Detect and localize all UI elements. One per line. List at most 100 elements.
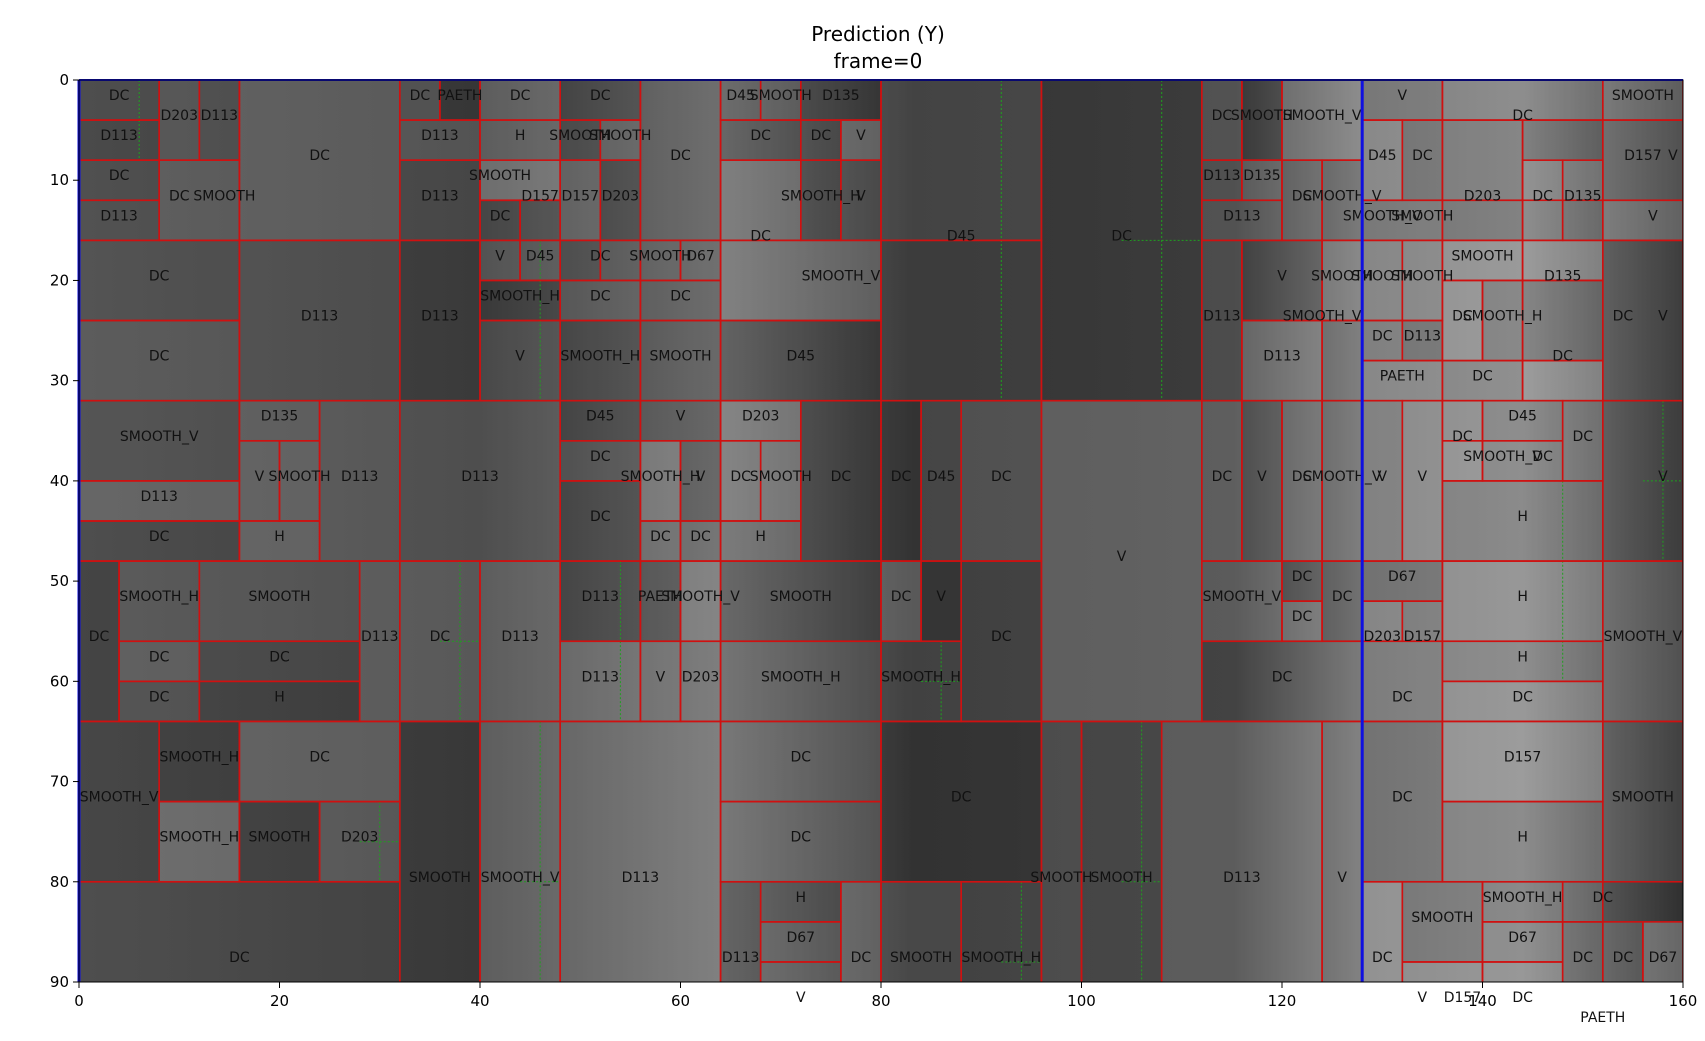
luma-block-1 (159, 80, 200, 161)
y-tick-label-8: 80 (50, 873, 69, 891)
mode-label-37: SMOOTH_V (1283, 108, 1362, 124)
luma-block-158 (1362, 561, 1443, 602)
luma-block-36 (1282, 80, 1363, 161)
mode-label-91: SMOOTH_V (120, 429, 199, 445)
luma-block-50 (1362, 200, 1443, 241)
luma-block-9 (439, 80, 480, 121)
mode-label-197: DC (1372, 950, 1393, 966)
luma-block-153 (1201, 561, 1282, 642)
mode-label-76: SMOOTH (1351, 268, 1413, 284)
luma-block-151 (720, 641, 881, 722)
mode-label-33: D45 (947, 228, 976, 244)
luma-block-65 (480, 280, 561, 321)
luma-block-141 (560, 561, 641, 642)
luma-block-113 (720, 520, 801, 562)
mode-label-16: D113 (421, 128, 459, 144)
luma-block-45 (1201, 160, 1242, 201)
mode-label-63: SMOOTH (629, 248, 691, 264)
luma-block-85 (1402, 320, 1443, 361)
mode-label-138: DC (430, 629, 451, 645)
mode-label-70: SMOOTH_H (560, 349, 640, 365)
mode-label-35: DC (1212, 108, 1233, 124)
luma-block-82 (1241, 320, 1323, 401)
luma-block-138 (199, 681, 360, 722)
luma-block-34 (1201, 80, 1242, 161)
mode-label-99: D113 (461, 469, 499, 485)
luma-block-124 (1442, 400, 1483, 441)
luma-block-31 (840, 160, 881, 241)
mode-label-34: DC (1111, 228, 1132, 244)
luma-block-27 (560, 160, 601, 241)
luma-block-15 (800, 80, 881, 121)
block-borders (79, 80, 1683, 982)
mode-label-101: V (676, 409, 686, 425)
mode-label-190: SMOOTH (890, 950, 952, 966)
mode-label-67: DC (670, 288, 691, 304)
luma-block-59 (480, 240, 521, 281)
mode-label-73: D113 (1203, 309, 1241, 325)
luma-block-181 (1322, 721, 1363, 982)
luma-block-147 (961, 561, 1042, 722)
mode-label-144: DC (891, 589, 912, 605)
x-tick-label-2: 40 (470, 992, 489, 1010)
mode-label-48: SMOOTH_V (1303, 188, 1382, 204)
mode-label-28: D203 (602, 188, 640, 204)
luma-block-118 (1201, 400, 1242, 562)
mode-label-3: D113 (100, 128, 138, 144)
luma-block-56 (239, 240, 400, 401)
mode-label-45: D113 (1203, 168, 1241, 184)
mode-label-5: DC (169, 188, 190, 204)
luma-block-200 (1602, 921, 1643, 982)
luma-block-79 (1442, 240, 1523, 281)
luma-block-96 (319, 400, 400, 562)
luma-block-127 (1442, 440, 1483, 481)
luma-block-13 (720, 80, 761, 121)
mode-label-181: DC (1392, 790, 1413, 806)
luma-block-176 (720, 801, 881, 882)
mode-label-107: DC (650, 529, 671, 545)
luma-block-162 (1602, 561, 1683, 722)
mode-label-172: SMOOTH_V (481, 870, 560, 886)
mode-label-186: D113 (722, 950, 760, 966)
luma-block-133 (199, 561, 360, 642)
luma-block-57 (79, 320, 240, 401)
mode-label-136: DC (149, 689, 170, 705)
mode-label-20: DC (670, 148, 691, 164)
mode-label-198: DC (1572, 950, 1593, 966)
luma-block-195 (1402, 881, 1483, 962)
mode-label-142: SMOOTH_V (661, 589, 740, 605)
mode-label-147: D113 (582, 669, 620, 685)
mode-label-25: D113 (421, 188, 459, 204)
mode-label-36: SMOOTH (1231, 108, 1293, 124)
mode-label-74: V (1277, 268, 1287, 284)
mode-label-158: D203 (1363, 629, 1401, 645)
luma-block-136 (199, 641, 360, 682)
mode-label-140: D113 (582, 589, 620, 605)
mode-label-165: SMOOTH_V (80, 790, 159, 806)
luma-block-184 (1442, 801, 1603, 882)
mode-label-202: D157 (1444, 990, 1482, 1006)
mode-label-95: D113 (341, 469, 379, 485)
mode-label-141: PAETH (638, 589, 683, 605)
luma-block-74 (1201, 240, 1242, 401)
x-tick-label-8: 160 (1669, 992, 1698, 1010)
mode-label-60: V (495, 248, 505, 264)
mode-label-102: D203 (742, 409, 780, 425)
luma-block-89 (1362, 360, 1443, 401)
mode-label-94: SMOOTH (269, 469, 331, 485)
luma-block-63 (640, 240, 681, 281)
mode-label-13: D45 (726, 88, 755, 104)
luma-block-190 (760, 961, 841, 982)
luma-block-112 (800, 400, 881, 562)
mode-label-160: H (1517, 589, 1528, 605)
mode-label-93: V (255, 469, 265, 485)
luma-block-178 (1041, 721, 1082, 982)
luma-block-129 (1442, 480, 1603, 562)
overflow-mode-labels: V V D157 DC PAETH (796, 990, 1625, 1026)
x-tick-label-6: 120 (1268, 992, 1297, 1010)
luma-block-30 (800, 160, 841, 241)
mode-label-52: D113 (1223, 208, 1261, 224)
luma-texture (79, 80, 1683, 982)
mode-label-134: DC (149, 649, 170, 665)
